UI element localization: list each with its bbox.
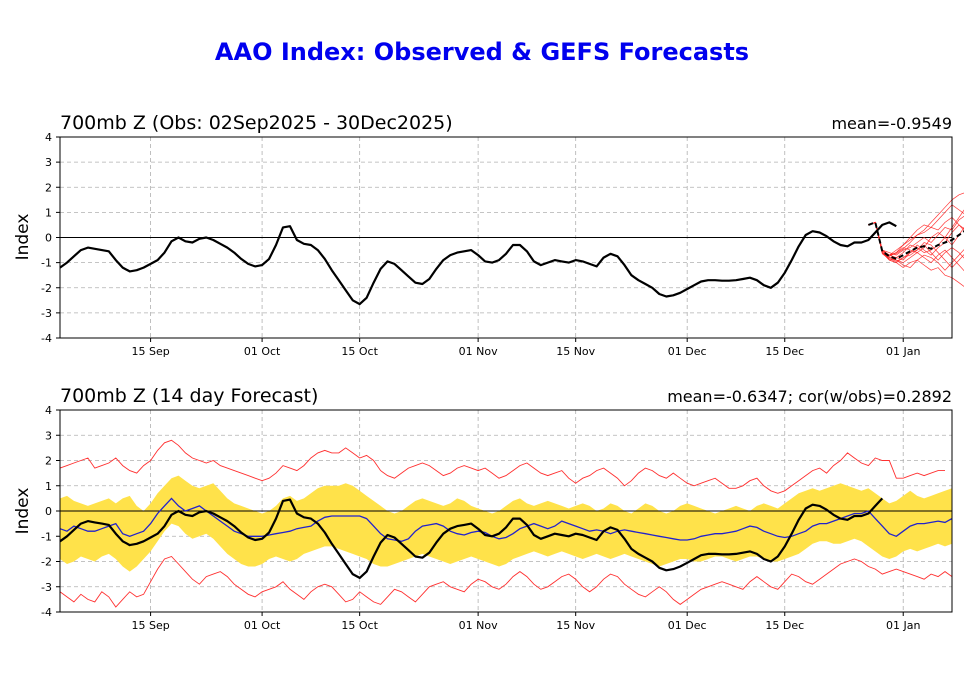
panel2-upper-bound-line	[59, 439, 945, 494]
panel1-xtick-label: 15 Nov	[556, 345, 595, 358]
panel1-ylabel: Index	[13, 214, 33, 261]
panel2-ytick-label: 3	[45, 429, 52, 442]
panel2-xtick-label: 15 Dec	[765, 619, 804, 632]
panel1-ytick-label: -1	[41, 257, 52, 270]
panel1-ytick-label: 1	[45, 206, 52, 219]
panel1-ytick-label: 2	[45, 181, 52, 194]
panel1-title: 700mb Z (Obs: 02Sep2025 - 30Dec2025)	[60, 112, 453, 134]
panel1-ytick-label: -3	[41, 307, 52, 320]
panel2-ylabel: Index	[13, 488, 33, 535]
panel2-stat: mean=-0.6347; cor(w/obs)=0.2892	[667, 387, 952, 406]
panel1-xtick-label: 01 Oct	[244, 345, 281, 358]
panel1-xtick-label: 01 Nov	[459, 345, 498, 358]
panel2-ytick-label: 2	[45, 455, 52, 468]
panel2-xtick-label: 15 Oct	[341, 619, 378, 632]
panel1-stat: mean=-0.9549	[831, 114, 952, 133]
panel1-ytick-label: 4	[45, 131, 52, 144]
panel2-ytick-label: 1	[45, 480, 52, 493]
panel2-ytick-label: -1	[41, 530, 52, 543]
panel2-lower-bound-line	[59, 555, 953, 608]
panel1-ytick-label: 0	[45, 232, 52, 245]
panel1-ensemble-member	[868, 215, 964, 256]
panel2-xtick-label: 01 Jan	[886, 619, 920, 632]
panel2-xtick-label: 15 Nov	[556, 619, 595, 632]
panel1-xtick-label: 01 Dec	[668, 345, 707, 358]
panel2-ytick-label: -4	[41, 606, 52, 619]
panel2-ytick-label: -2	[41, 556, 52, 569]
panel2-spread-band	[60, 475, 952, 572]
panel1-ensemble-member	[868, 221, 964, 263]
panel1-xtick-label: 01 Jan	[886, 345, 920, 358]
panel1-ytick-label: -4	[41, 332, 52, 345]
panel2-observed-line	[59, 497, 884, 580]
panel1-ensemble-member	[868, 221, 964, 261]
panel2-xtick-label: 15 Sep	[131, 619, 169, 632]
panel1-forecast-mean-line	[868, 221, 964, 260]
panel1-ytick-label: -2	[41, 282, 52, 295]
panel2-ytick-label: 0	[45, 505, 52, 518]
panel1-plot-area: -4 -3 -2 -1 0 1 2 3 4 15 Sep 01 Oct 15 Oct 01 Nov 15 …	[41, 131, 964, 358]
panel1-xtick-label: 15 Sep	[131, 345, 169, 358]
panel2-ytick-label: 4	[45, 404, 52, 417]
panel1-observed-line	[59, 221, 897, 306]
panel2-xtick-label: 01 Oct	[244, 619, 281, 632]
panel2-title: 700mb Z (14 day Forecast)	[60, 385, 318, 407]
panel2-xtick-label: 01 Dec	[668, 619, 707, 632]
panel1-xtick-label: 15 Dec	[765, 345, 804, 358]
panel1-ytick-label: 3	[45, 156, 52, 169]
panel1-ensemble-member	[868, 221, 964, 271]
panel2-plot-area: -4 -3 -2 -1 0 1 2 3 4 15 Sep 01 Oct 15 Oct 01 Nov 15 …	[41, 404, 953, 632]
panel2-xtick-label: 01 Nov	[459, 619, 498, 632]
panel1-xtick-label: 15 Oct	[341, 345, 378, 358]
figure-title: AAO Index: Observed & GEFS Forecasts	[215, 38, 749, 66]
panel2-ytick-label: -3	[41, 581, 52, 594]
